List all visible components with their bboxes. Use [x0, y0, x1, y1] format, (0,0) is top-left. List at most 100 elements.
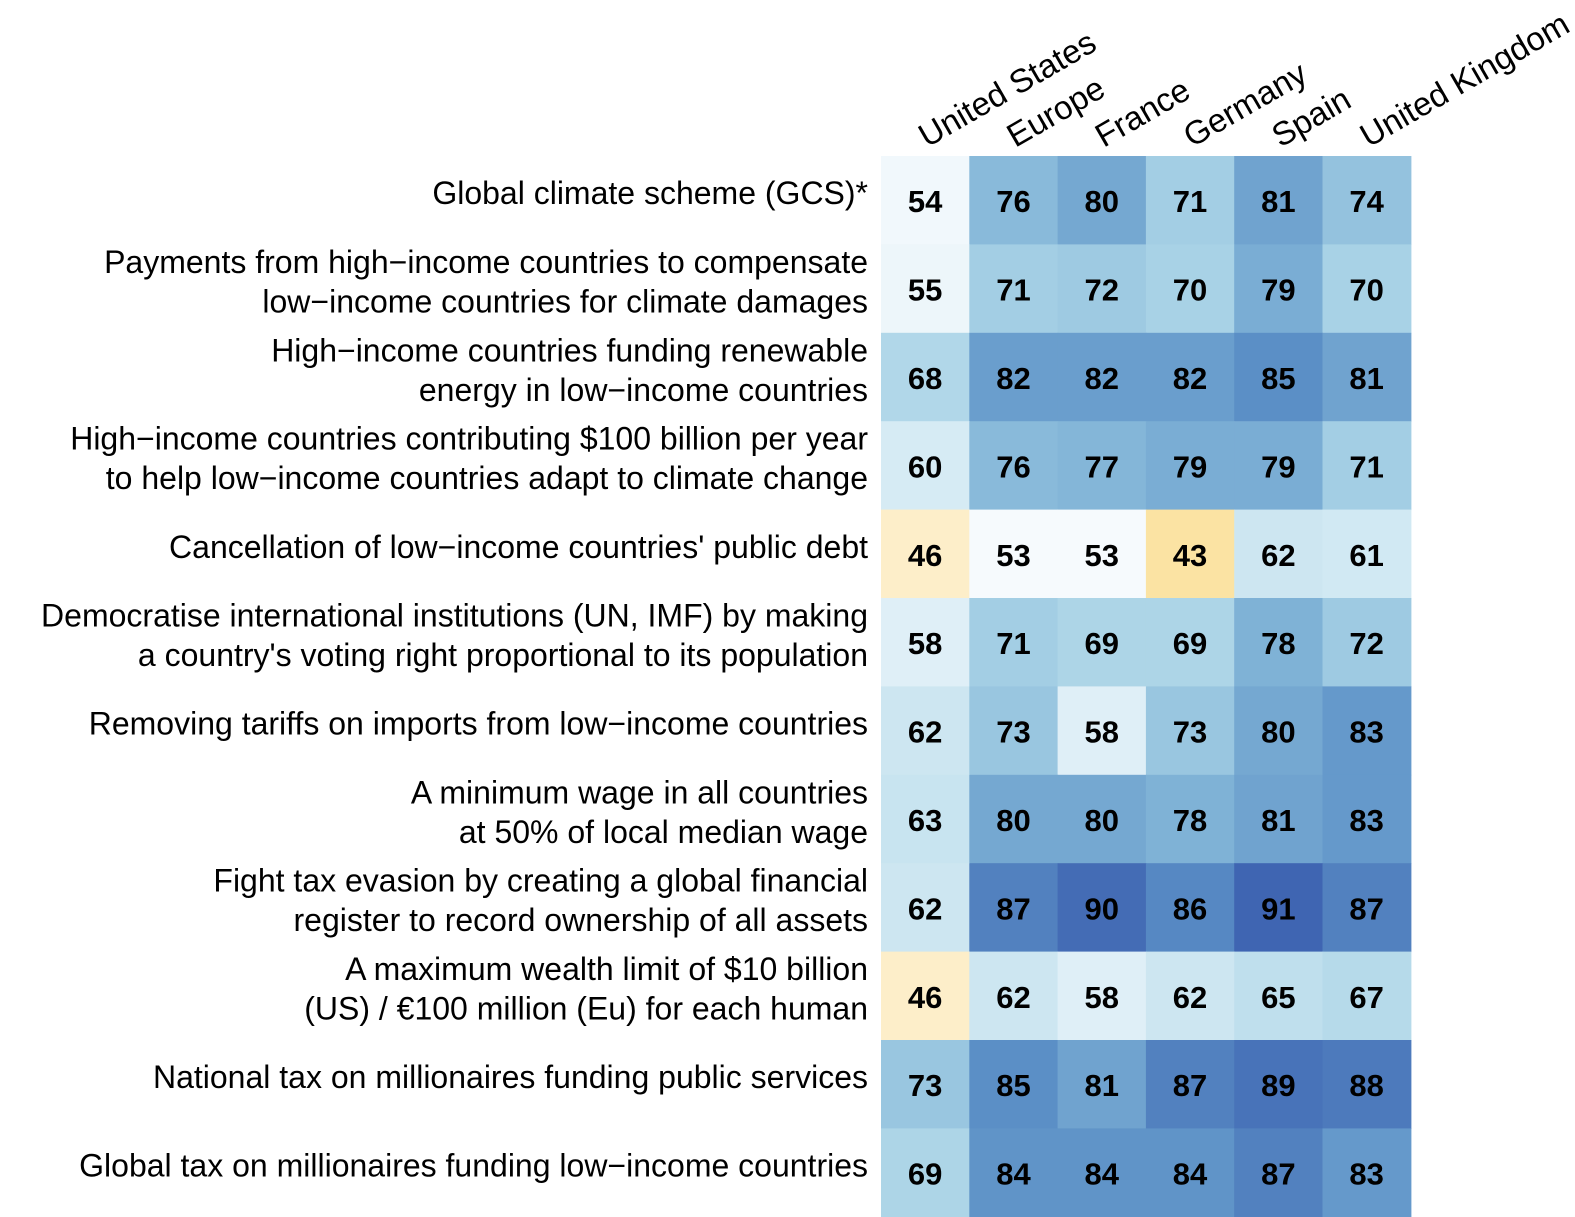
- column-label: France: [1089, 71, 1196, 154]
- heatmap-cell: [1145, 244, 1235, 334]
- heatmap-cell: [1322, 686, 1412, 776]
- cell-value: 62: [1261, 538, 1295, 573]
- heatmap-cell: [881, 951, 970, 1041]
- cell-value: 82: [996, 361, 1030, 396]
- heatmap-cell: [969, 332, 1059, 422]
- heatmap-cell: [969, 1128, 1059, 1217]
- cell-value: 77: [1085, 449, 1119, 484]
- cell-value: 76: [996, 449, 1030, 484]
- heatmap-cell: [969, 156, 1059, 245]
- cell-value: 87: [1349, 891, 1383, 926]
- cell-value: 82: [1173, 361, 1207, 396]
- heatmap-cell: [881, 421, 970, 511]
- heatmap-cell: [969, 1040, 1059, 1129]
- row-label: Global tax on millionaires funding low−i…: [79, 1148, 868, 1184]
- cell-value: 53: [996, 538, 1030, 573]
- row-label: energy in low−income countries: [419, 372, 868, 408]
- row-label: High−income countries contributing $100 …: [70, 421, 868, 457]
- cell-value: 87: [1173, 1068, 1207, 1103]
- cell-value: 58: [1085, 980, 1119, 1015]
- cell-value: 87: [996, 891, 1030, 926]
- row-label: Payments from high−income countries to c…: [104, 244, 868, 280]
- heatmap-cell: [1234, 863, 1324, 953]
- cell-value: 79: [1173, 449, 1207, 484]
- heatmap-cell: [1145, 1128, 1235, 1217]
- cell-value: 69: [1085, 626, 1119, 661]
- heatmap-cell: [1057, 863, 1147, 953]
- heatmap-cell: [881, 686, 970, 776]
- heatmap-cell: [1145, 509, 1235, 599]
- heatmap-cell: [1057, 1040, 1147, 1129]
- cell-value: 61: [1349, 538, 1383, 573]
- row-label: Global climate scheme (GCS)*: [432, 175, 868, 211]
- heatmap-cell: [1322, 951, 1412, 1041]
- row-label: low−income countries for climate damages: [262, 283, 868, 319]
- cell-value: 78: [1173, 803, 1207, 838]
- cell-value: 71: [1173, 184, 1207, 219]
- cell-value: 62: [996, 980, 1030, 1015]
- cell-value: 46: [908, 980, 942, 1015]
- heatmap-cell: [881, 1128, 970, 1217]
- heatmap-cell: [969, 774, 1059, 864]
- column-label: United Kingdom: [1354, 5, 1575, 154]
- cell-value: 54: [908, 184, 943, 219]
- heatmap-cell: [1057, 951, 1147, 1041]
- cell-value: 68: [908, 361, 942, 396]
- heatmap-cell: [1145, 156, 1235, 245]
- cell-value: 81: [1261, 184, 1295, 219]
- row-label: Removing tariffs on imports from low−inc…: [89, 706, 868, 742]
- cell-value: 84: [996, 1157, 1031, 1192]
- cell-value: 90: [1085, 891, 1119, 926]
- cell-value: 72: [1349, 626, 1383, 661]
- heatmap-cell: [1057, 244, 1147, 334]
- cell-value: 89: [1261, 1068, 1295, 1103]
- heatmap-cell: [969, 421, 1059, 511]
- heatmap-cell: [1145, 686, 1235, 776]
- cell-value: 81: [1085, 1068, 1119, 1103]
- heatmap-cell: [881, 244, 970, 334]
- row-labels: Global climate scheme (GCS)* Payments fro…: [41, 175, 868, 1183]
- heatmap-cell: [1234, 598, 1324, 687]
- cell-value: 72: [1085, 273, 1119, 308]
- cell-value: 43: [1173, 538, 1207, 573]
- row-label: Fight tax evasion by creating a global f…: [213, 863, 868, 899]
- cell-value: 58: [908, 626, 942, 661]
- heatmap-cell: [1057, 156, 1147, 245]
- row-label: at 50% of local median wage: [459, 814, 868, 850]
- heatmap-cell: [1234, 156, 1324, 245]
- column-labels: United StatesEuropeFranceGermanySpainUni…: [912, 5, 1575, 154]
- heatmap-cell: [1234, 774, 1324, 864]
- cell-value: 81: [1349, 361, 1383, 396]
- heatmap-cell: [969, 598, 1059, 687]
- cell-value: 85: [1261, 361, 1295, 396]
- cell-value: 69: [908, 1157, 942, 1192]
- heatmap-cell: [1145, 598, 1235, 687]
- cell-value: 76: [996, 184, 1030, 219]
- cell-value: 71: [996, 626, 1030, 661]
- cell-value: 58: [1085, 715, 1119, 750]
- row-label: Democratise international institutions (…: [41, 597, 868, 633]
- cell-value: 84: [1085, 1157, 1120, 1192]
- heatmap-cell: [1145, 1040, 1235, 1129]
- heatmap-cell: [1057, 686, 1147, 776]
- heatmap-cell: [1234, 1040, 1324, 1129]
- cell-value: 85: [996, 1068, 1030, 1103]
- cell-value: 86: [1173, 891, 1207, 926]
- cell-value: 71: [1349, 449, 1383, 484]
- row-label: a country's voting right proportional to…: [138, 637, 868, 673]
- row-label: Cancellation of low−income countries' pu…: [169, 529, 868, 565]
- cell-value: 79: [1261, 449, 1295, 484]
- heatmap-cell: [1322, 598, 1412, 687]
- heatmap-cell: [1322, 156, 1412, 245]
- heatmap-cell: [1057, 421, 1147, 511]
- cell-value: 70: [1173, 273, 1207, 308]
- heatmap-cell: [1322, 509, 1412, 599]
- heatmap-cell: [881, 1040, 970, 1129]
- cell-value: 83: [1349, 803, 1383, 838]
- heatmap-cell: [1322, 244, 1412, 334]
- cell-value: 83: [1349, 1157, 1383, 1192]
- heatmap-cell: [881, 509, 970, 599]
- row-label: National tax on millionaires funding pub…: [153, 1059, 868, 1095]
- heatmap-cell: [1145, 774, 1235, 864]
- cell-value: 74: [1349, 184, 1384, 219]
